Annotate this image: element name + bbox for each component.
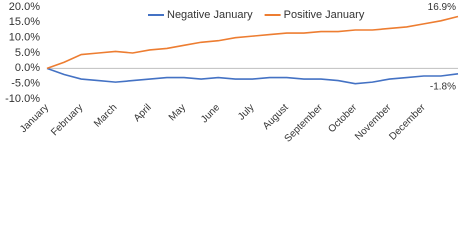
x-tick-label: January <box>18 102 51 135</box>
y-tick-label: 15.0% <box>9 16 40 28</box>
y-tick-label: 10.0% <box>9 32 40 44</box>
series-line <box>46 67 459 85</box>
y-tick-label: -5.0% <box>11 78 40 90</box>
data-label: -1.8% <box>430 81 456 92</box>
x-tick-label: February <box>49 102 85 138</box>
x-tick-label: April <box>132 102 154 124</box>
legend-label: Positive January <box>284 9 365 21</box>
legend-label: Negative January <box>167 9 253 21</box>
x-tick-label: December <box>387 102 428 143</box>
x-tick-label: March <box>92 102 119 129</box>
x-tick-label: June <box>199 102 222 125</box>
y-tick-label: -10.0% <box>5 93 40 105</box>
series-line <box>46 15 459 70</box>
chart: -10.0% -5.0% 0.0% 5.0% 10.0% 15.0% 20.0% Januar… <box>5 1 459 145</box>
data-label: 16.9% <box>428 2 456 13</box>
y-tick-label: 5.0% <box>15 47 40 59</box>
y-tick-label: 0.0% <box>15 62 40 74</box>
x-tick-label: September <box>283 102 326 145</box>
x-tick-label: October <box>326 102 359 135</box>
x-tick-label: July <box>236 102 256 122</box>
x-tick-label: August <box>261 102 291 132</box>
y-tick-label: 20.0% <box>9 1 40 13</box>
x-tick-label: May <box>167 102 188 123</box>
